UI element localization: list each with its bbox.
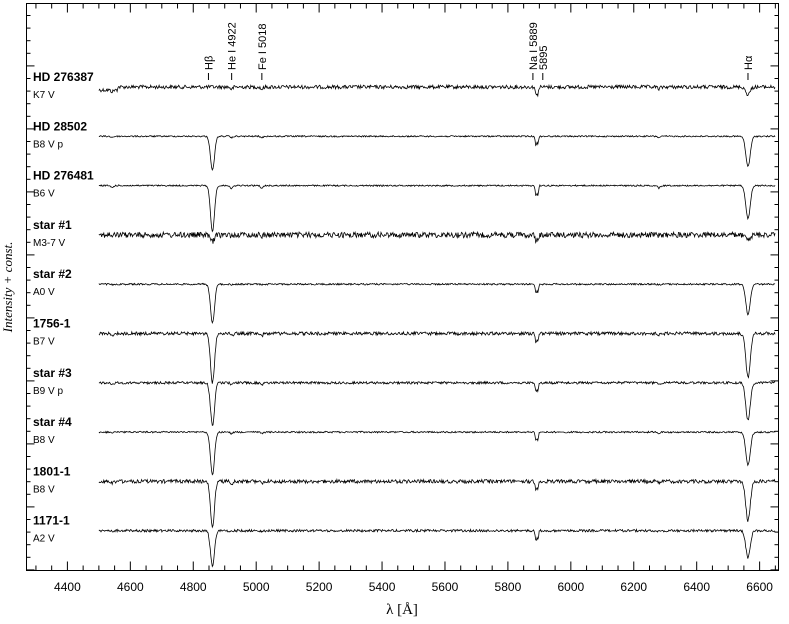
line-mark-label: Fe I 5018 (257, 24, 269, 70)
spectrum-line (98, 478, 776, 529)
x-tick-label: 5800 (495, 580, 522, 594)
x-tick-label: 6400 (683, 580, 710, 594)
star-name: 1171-1 (33, 514, 70, 528)
axis-ticks (26, 3, 779, 571)
spectral-type: K7 V (33, 90, 55, 101)
x-tick-label: 5200 (306, 580, 333, 594)
x-tick-label: 6000 (557, 580, 584, 594)
spectral-type: A2 V (33, 534, 55, 545)
star-name: star #2 (33, 267, 72, 281)
star-name: HD 276481 (33, 169, 94, 183)
spectrum-line (98, 134, 776, 171)
spectrum-line (98, 528, 776, 568)
line-mark-label: Hα (743, 55, 755, 70)
plot-frame (26, 3, 779, 571)
x-tick-label: 5400 (369, 580, 396, 594)
line-mark-label: He I 4922 (227, 22, 239, 70)
spectra-series (98, 83, 776, 568)
x-tick-label: 4800 (180, 580, 207, 594)
x-tick-label: 6600 (746, 580, 773, 594)
star-name: 1756-1 (33, 317, 71, 331)
star-name: star #1 (33, 218, 72, 232)
spectrum-line (98, 330, 776, 384)
x-tick-label: 6200 (620, 580, 647, 594)
spectrum-line (98, 282, 776, 324)
x-tick-label: 4600 (117, 580, 144, 594)
star-labels: HD 276387 K7 V HD 28502 B8 V p HD 276481 B6 V… (33, 70, 94, 545)
spectrum-line (98, 230, 776, 245)
star-name: star #3 (33, 366, 72, 380)
line-mark-label: Hβ (203, 56, 215, 70)
spectral-type: M3-7 V (33, 238, 66, 249)
star-name: 1801-1 (33, 464, 71, 478)
spectral-type: B7 V (33, 337, 55, 348)
x-tick-label: 5000 (243, 580, 270, 594)
spectral-type: B6 V (33, 189, 55, 200)
spectrum-line (98, 83, 776, 98)
star-name: HD 276387 (33, 70, 94, 84)
x-tick-label: 4400 (54, 580, 81, 594)
x-tick-labels: 4400 4600 4800 5000 5200 5400 5600 5800 6000 6200… (54, 580, 773, 594)
y-axis-label: Intensity + const. (0, 242, 15, 334)
spectral-type: B8 V (33, 484, 55, 495)
line-mark-label: Na I 5889 (528, 22, 540, 70)
x-tick-label: 5600 (432, 580, 459, 594)
x-axis-label: λ [Å] (386, 602, 418, 618)
line-mark-label: 5895 (538, 46, 550, 70)
spectral-type: B8 V (33, 435, 55, 446)
spectral-type: B8 V p (33, 139, 63, 150)
spectrum-line (98, 380, 776, 427)
star-name: star #4 (33, 415, 72, 429)
spectral-type: A0 V (33, 287, 55, 298)
spectral-type: B9 V p (33, 386, 63, 397)
spectrum-line (98, 184, 776, 233)
spectrum-line (98, 430, 776, 476)
star-name: HD 28502 (33, 119, 87, 133)
